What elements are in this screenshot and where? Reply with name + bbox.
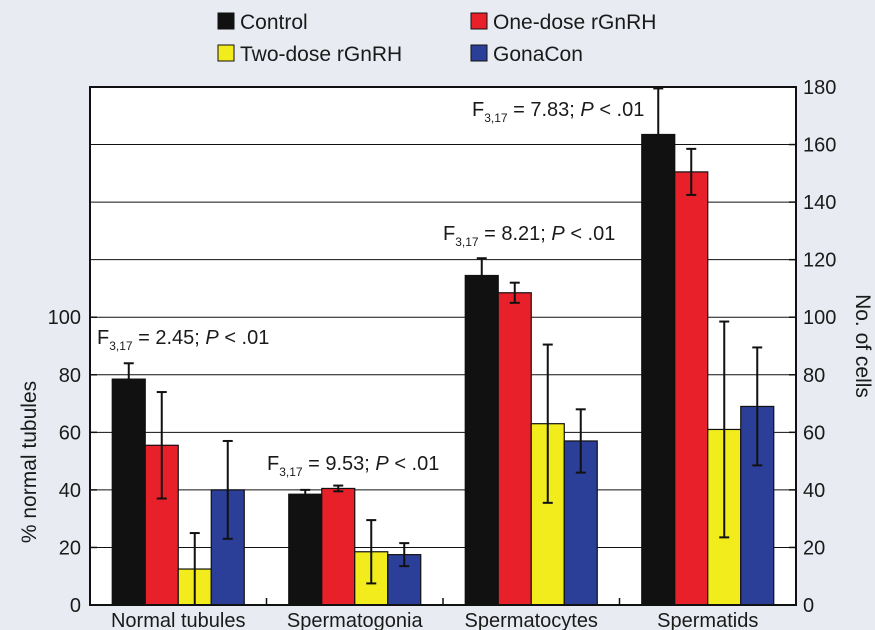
right-tick-label: 120 (803, 250, 836, 272)
left-tick-label: 100 (48, 307, 81, 329)
right-tick-label: 140 (803, 192, 836, 214)
right-tick-label: 40 (803, 480, 825, 502)
legend-swatch (470, 44, 488, 62)
left-tick-label: 60 (59, 422, 81, 444)
legend-swatch (470, 12, 488, 30)
legend-label: GonaCon (493, 43, 583, 66)
bar (464, 274, 499, 606)
bar (321, 487, 356, 606)
left-axis-title: % normal tubules (18, 381, 41, 543)
f-statistic-annotation: F3,17 = 8.21; P < .01 (443, 223, 615, 249)
category-label: Spermatids (657, 610, 758, 630)
annotations: F3,17 = 2.45; P < .01 F3,17 = 9.53; P < .… (97, 99, 644, 479)
bar (641, 133, 676, 606)
right-tick-label: 80 (803, 365, 825, 387)
category-label: Spermatogonia (287, 610, 424, 630)
bar (111, 378, 146, 606)
right-tick-label: 160 (803, 135, 836, 157)
error-bars (123, 87, 763, 606)
left-tick-label: 40 (59, 480, 81, 502)
f-statistic-annotation: F3,17 = 7.83; P < .01 (472, 99, 644, 125)
left-axis: 0 20 40 60 80 100 (48, 307, 97, 617)
right-tick-label: 0 (803, 595, 814, 617)
category-axis: Normal tubules Spermatogonia Spermatocytes… (111, 598, 758, 630)
legend: Control One-dose rGnRH Two-dose rGnRH GonaC… (217, 11, 656, 66)
bar (288, 493, 323, 606)
legend-label: One-dose rGnRH (493, 11, 656, 34)
right-axis-title: No. of cells (851, 294, 874, 398)
legend-label: Control (240, 11, 308, 34)
category-label: Spermatocytes (465, 610, 598, 630)
f-statistic-annotation: F3,17 = 2.45; P < .01 (97, 327, 269, 353)
legend-swatch (217, 12, 235, 30)
category-label: Normal tubules (111, 610, 246, 630)
right-tick-label: 20 (803, 537, 825, 559)
left-tick-label: 0 (70, 595, 81, 617)
right-tick-label: 180 (803, 77, 836, 99)
left-tick-label: 80 (59, 365, 81, 387)
right-tick-label: 100 (803, 307, 836, 329)
f-statistic-annotation: F3,17 = 9.53; P < .01 (267, 453, 439, 479)
bar (674, 171, 709, 606)
right-tick-label: 60 (803, 422, 825, 444)
right-axis: 0 20 40 60 80 100 120 140 160 180 (789, 77, 836, 617)
legend-label: Two-dose rGnRH (240, 43, 402, 66)
left-tick-label: 20 (59, 537, 81, 559)
legend-swatch (217, 44, 235, 62)
bar (497, 292, 532, 606)
